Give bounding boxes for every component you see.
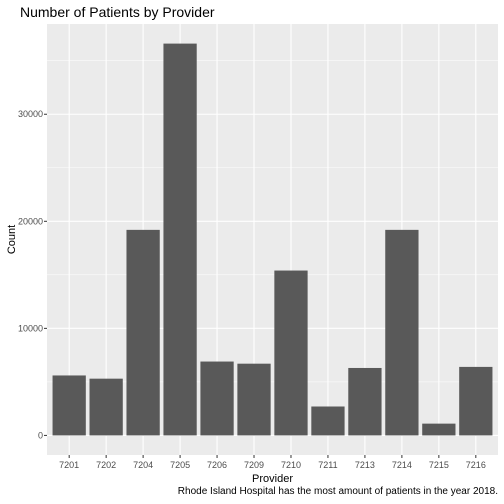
x-tick-label: 7213 — [355, 460, 375, 470]
bar-7204 — [126, 229, 160, 436]
x-tick-label: 7216 — [466, 460, 486, 470]
bar-7206 — [200, 361, 234, 436]
x-tick-label: 7211 — [318, 460, 337, 470]
x-axis-title: Provider — [252, 473, 293, 485]
x-tick-label: 7206 — [207, 460, 227, 470]
x-tick-label: 7209 — [244, 460, 264, 470]
x-tick-label: 7202 — [96, 460, 116, 470]
chart-caption: Rhode Island Hospital has the most amoun… — [177, 486, 498, 497]
bar-7215 — [422, 423, 456, 436]
x-tick-label: 7205 — [170, 460, 190, 470]
bar-7216 — [459, 366, 493, 436]
y-axis-ticks: 0 10000 20000 30000 — [18, 109, 47, 440]
bars — [52, 43, 493, 436]
bar-7205 — [163, 43, 197, 436]
x-tick-label: 7204 — [133, 460, 153, 470]
x-tick-label: 7201 — [59, 460, 79, 470]
y-tick-label: 0 — [38, 430, 43, 440]
x-tick-label: 7215 — [429, 460, 449, 470]
bar-7209 — [237, 363, 271, 436]
bar-7202 — [89, 378, 123, 436]
x-axis-ticks: 7201 7202 7204 7205 7206 7209 7210 7211 7213 7214… — [59, 455, 486, 470]
x-tick-label: 7214 — [392, 460, 412, 470]
bar-7201 — [52, 375, 86, 436]
y-axis-title: Count — [6, 225, 18, 254]
x-tick-label: 7210 — [281, 460, 301, 470]
bar-7213 — [348, 367, 382, 436]
y-tick-label: 10000 — [18, 323, 43, 333]
bar-7214 — [385, 229, 419, 436]
y-tick-label: 30000 — [18, 109, 43, 119]
bar-7211 — [311, 406, 345, 436]
y-tick-label: 20000 — [18, 216, 43, 226]
bar-7210 — [274, 270, 308, 436]
chart-title: Number of Patients by Provider — [20, 4, 215, 20]
